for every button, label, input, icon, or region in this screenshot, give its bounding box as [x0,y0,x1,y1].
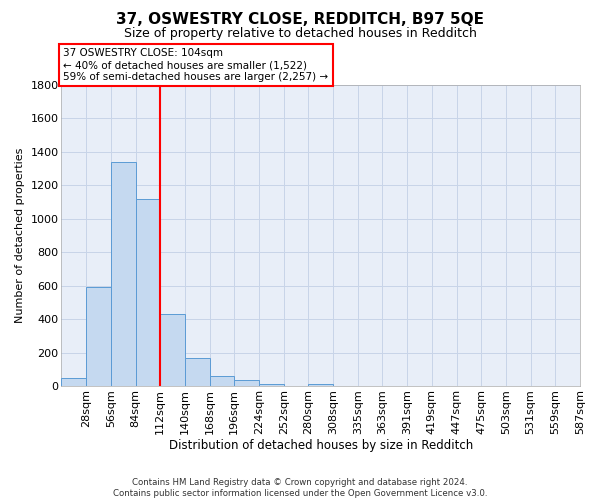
Bar [111,162,136,386]
Bar [185,358,209,386]
Bar [86,286,111,386]
Text: Size of property relative to detached houses in Redditch: Size of property relative to detached ho… [124,28,476,40]
Bar [259,384,284,386]
Bar [160,314,185,386]
Text: 37 OSWESTRY CLOSE: 104sqm
← 40% of detached houses are smaller (1,522)
59% of se: 37 OSWESTRY CLOSE: 104sqm ← 40% of detac… [63,48,328,82]
Bar [61,378,86,386]
Text: Contains HM Land Registry data © Crown copyright and database right 2024.
Contai: Contains HM Land Registry data © Crown c… [113,478,487,498]
Bar [235,380,259,386]
Bar [308,384,333,386]
Bar [209,376,234,386]
X-axis label: Distribution of detached houses by size in Redditch: Distribution of detached houses by size … [169,440,473,452]
Y-axis label: Number of detached properties: Number of detached properties [15,148,25,323]
Text: 37, OSWESTRY CLOSE, REDDITCH, B97 5QE: 37, OSWESTRY CLOSE, REDDITCH, B97 5QE [116,12,484,28]
Bar [136,198,160,386]
